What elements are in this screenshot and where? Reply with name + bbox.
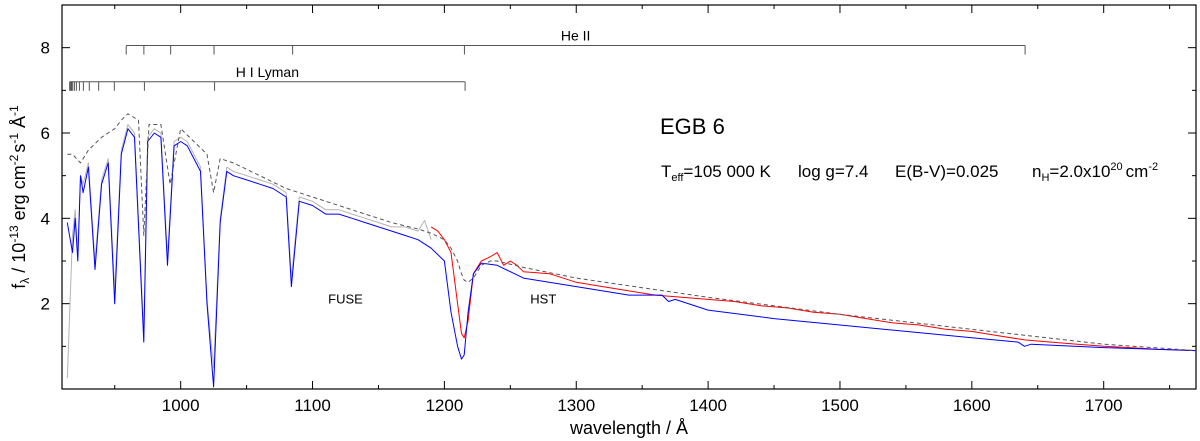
nh-eq: = [1049, 162, 1059, 181]
nh-sub: H [1041, 172, 1049, 184]
spectrum-series [66, 113, 1197, 388]
ylabel-exp-cm: -2 [7, 154, 21, 165]
series-line [66, 124, 432, 379]
ylabel-f: f [9, 283, 29, 289]
ylabel-mid: / 10 [9, 243, 29, 278]
teff-sub: eff [671, 172, 684, 184]
ylabel-erg: erg cm [9, 165, 29, 225]
x-axis: 1000 1100 1200 1300 1400 1500 1600 1700 [114, 5, 1171, 415]
parameters-line: Teff=105 000 K log g=7.4 E(B-V)=0.025 nH… [661, 161, 1158, 184]
ylabel-s: s [9, 144, 29, 153]
series-line [430, 226, 1197, 352]
series-line [66, 128, 1197, 388]
line-id-label: He II [561, 28, 591, 44]
x-tick-label: 1700 [1085, 396, 1123, 415]
x-tick-label: 1200 [425, 396, 463, 415]
ylabel-exp-ang: -1 [7, 105, 21, 116]
nh-exp: 20 [1110, 161, 1122, 173]
plot-frame [61, 4, 1197, 390]
y-tick-label: 4 [41, 209, 50, 228]
nh-unit-exp: -2 [1148, 161, 1158, 173]
x-tick-label: 1000 [162, 396, 200, 415]
ylabel-lambda: λ [18, 278, 32, 284]
line-id-label: H I Lyman [236, 64, 299, 80]
teff-value: = [683, 162, 693, 181]
chart-title: EGB 6 [660, 114, 725, 139]
y-axis-title: fλ / 10-13 erg cm-2s-1 Å-1 [7, 105, 32, 289]
nh-label: n [1032, 162, 1041, 181]
y-tick-label: 8 [41, 39, 50, 58]
x-tick-label: 1300 [557, 396, 595, 415]
x-tick-label: 1400 [689, 396, 727, 415]
ylabel-exp13: -13 [7, 225, 21, 243]
series-line [67, 113, 1197, 352]
nh-value: 2.0x10 [1059, 162, 1110, 181]
teff-number: 105 000 K [693, 162, 771, 181]
x-tick-label: 1600 [953, 396, 991, 415]
logg-label: log g= [798, 162, 845, 181]
y-tick-label: 6 [41, 124, 50, 143]
y-axis: 2 4 6 8 [41, 4, 1196, 347]
logg-value: 7.4 [845, 162, 869, 181]
ylabel-ang: Å [9, 116, 29, 133]
ebv-label: E(B-V)= [895, 162, 956, 181]
y-tick-label: 2 [41, 295, 50, 314]
nh-unit: cm [1126, 162, 1149, 181]
ylabel-exp-s: -1 [7, 133, 21, 144]
x-axis-title: wavelength / Å [569, 418, 688, 438]
hst-label: HST [530, 292, 556, 307]
x-tick-label: 1100 [294, 396, 331, 415]
fuse-label: FUSE [328, 292, 363, 307]
x-tick-label: 1500 [821, 396, 859, 415]
ebv-value: 0.025 [956, 162, 999, 181]
teff-label: T [661, 162, 671, 181]
line-identifications: He II H I Lyman [69, 28, 1026, 91]
